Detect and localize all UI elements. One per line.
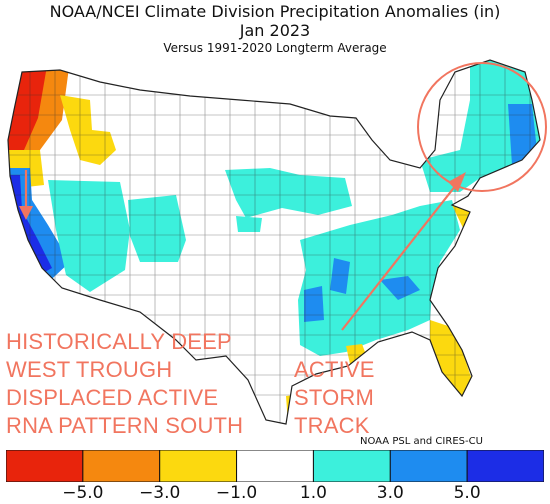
central-plains-wet-region xyxy=(225,168,352,218)
idaho-dry-region xyxy=(60,95,116,165)
legend-swatch xyxy=(389,450,468,482)
storm-track-annotation: ACTIVE STORM TRACK xyxy=(294,356,375,440)
west-trough-arrowhead xyxy=(19,206,33,220)
annotation-line: DISPLACED ACTIVE xyxy=(6,385,219,410)
southeast-wet-region xyxy=(298,200,460,356)
legend-tick-label: −3.0 xyxy=(139,483,181,503)
us-climate-division-map xyxy=(7,59,547,425)
legend-swatch xyxy=(159,450,238,482)
arkansas-wet-region xyxy=(330,258,350,294)
map-subtitle: Versus 1991-2020 Longterm Average xyxy=(163,41,387,55)
legend-swatch xyxy=(312,450,391,482)
legend-tick-label: −5.0 xyxy=(62,483,104,503)
legend-swatch xyxy=(236,450,314,482)
annotation-line: TRACK xyxy=(294,413,370,438)
legend-swatch xyxy=(6,450,84,482)
legend-swatch xyxy=(82,450,161,482)
colorado-wet-region xyxy=(128,195,186,262)
great-basin-wet-region xyxy=(48,180,130,292)
legend-tick-label: 3.0 xyxy=(376,483,404,503)
storm-track-arrow-line xyxy=(341,179,461,331)
anomaly-regions xyxy=(8,60,540,424)
legend-tick-label: −1.0 xyxy=(215,483,258,503)
map-title: NOAA/NCEI Climate Division Precipitation… xyxy=(49,2,501,21)
color-legend-bar xyxy=(6,450,544,482)
legend-tick-label: 5.0 xyxy=(453,483,481,503)
annotation-line: RNA PATTERN SOUTH xyxy=(6,413,244,438)
data-credit: NOAA PSL and CIRES-CU xyxy=(360,436,483,447)
west-trough-annotation: HISTORICALLY DEEP WEST TROUGH DISPLACED … xyxy=(6,328,243,440)
storm-track-arrowhead xyxy=(448,172,466,192)
florida-dry-region xyxy=(430,320,472,396)
legend-tick-label: 1.0 xyxy=(299,483,327,503)
legend-swatch xyxy=(466,450,544,482)
annotation-line: HISTORICALLY DEEP xyxy=(6,329,232,354)
map-date: Jan 2023 xyxy=(239,21,311,40)
kansas-wet-region xyxy=(236,216,262,232)
georgia-wet-region xyxy=(380,276,420,300)
us-outline xyxy=(7,59,541,425)
annotation-line: WEST TROUGH xyxy=(6,357,173,382)
annotation-line: STORM xyxy=(294,385,375,410)
texas-east-wet-region xyxy=(304,286,324,322)
northeast-highlight-circle xyxy=(417,62,547,192)
annotation-line: ACTIVE xyxy=(294,357,375,382)
